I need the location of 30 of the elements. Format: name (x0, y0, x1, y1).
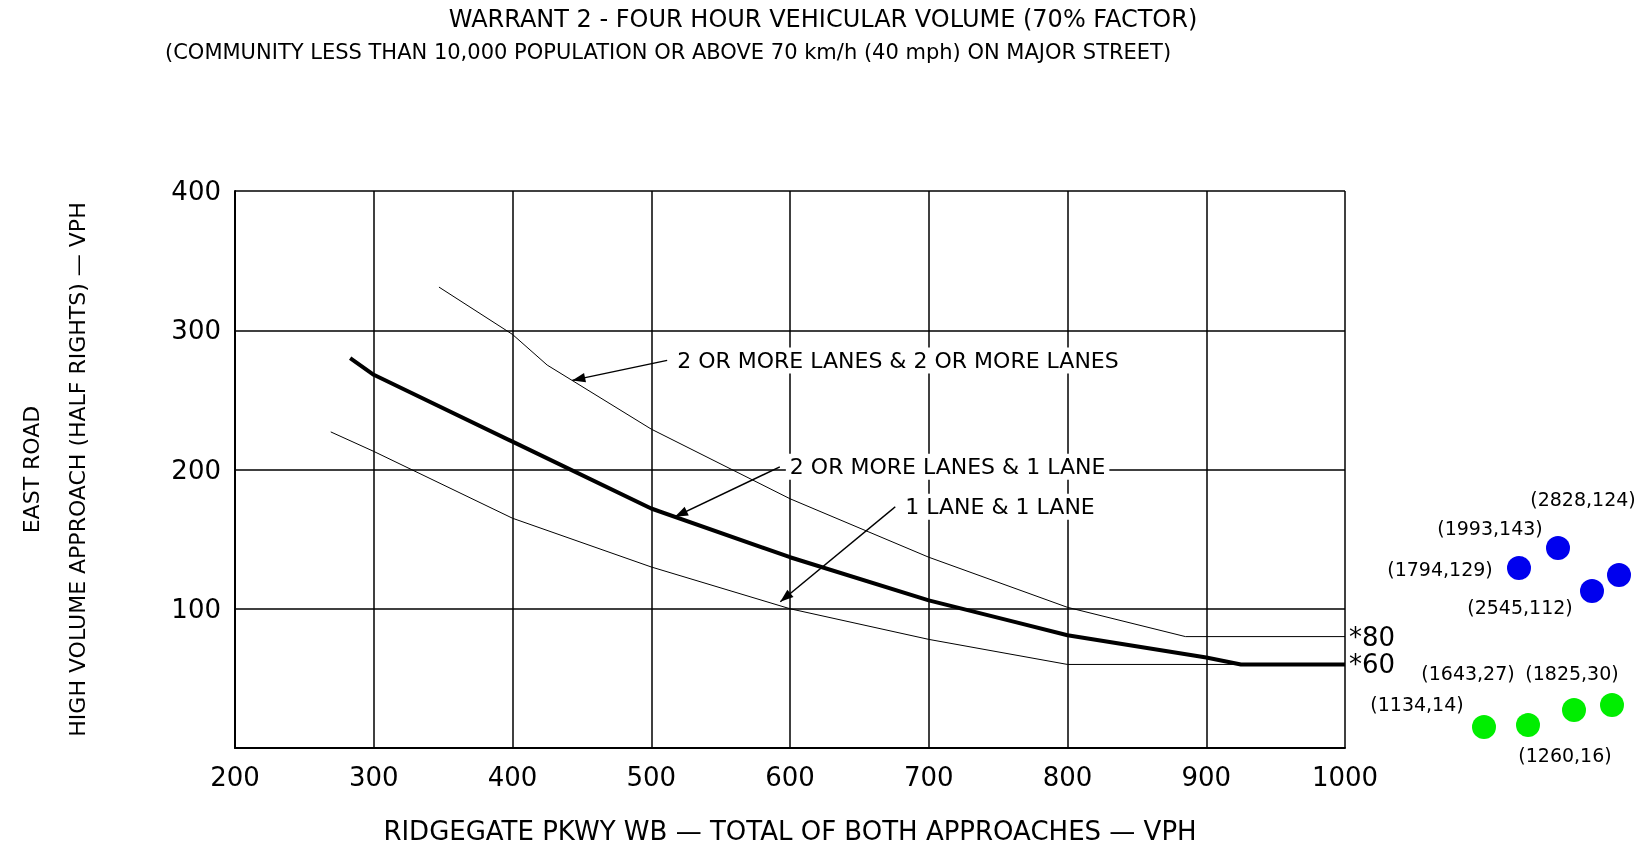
x-tick-label: 200 (210, 762, 260, 792)
x-axis-title: RIDGEGATE PKWY WB — TOTAL OF BOTH APPROACHES — VPH (383, 816, 1197, 846)
annotation: *80 (1349, 621, 1396, 652)
chart-title: WARRANT 2 - FOUR HOUR VEHICULAR VOLUME (70% FACTOR) (448, 5, 1198, 33)
x-tick-label: 600 (765, 762, 815, 792)
annotation: 1 LANE & 1 LANE (905, 494, 1095, 520)
x-tick-label: 800 (1042, 762, 1093, 792)
text: (2828,124) (1530, 488, 1636, 510)
x-tick-label: 900 (1181, 762, 1232, 792)
text: (1825,30) (1525, 662, 1619, 684)
text: (1643,27) (1421, 662, 1515, 684)
x-tick-label: 500 (626, 762, 677, 792)
annotation: 2 OR MORE LANES & 2 OR MORE LANES (677, 347, 1119, 373)
annotation: *60 (1349, 649, 1396, 680)
x-tick-label: 300 (348, 762, 399, 792)
x-tick-label: 400 (487, 762, 538, 792)
y-tick-label: 100 (171, 593, 221, 624)
x-tick-label: 700 (903, 762, 954, 792)
y-tick-label: 200 (171, 454, 221, 485)
text: (2545,112) (1467, 596, 1573, 618)
y-tick-label: 400 (171, 176, 221, 206)
y-tick-label: 300 (171, 315, 221, 346)
y-axis-title: EAST ROAD HIGH VOLUME APPROACH (HALF RIGHTS) — VPH (18, 202, 90, 737)
x-tick-label: 1000 (1311, 762, 1379, 792)
text: (1134,14) (1370, 693, 1464, 715)
text: (1993,143) (1437, 517, 1543, 539)
chart-subtitle: (COMMUNITY LESS THAN 10,000 POPULATION OR ABOVE 70 km/h (40 mph) ON MAJOR STREET) (165, 39, 1172, 64)
text: (1260,16) (1518, 744, 1612, 766)
text: (1794,129) (1387, 558, 1493, 580)
annotation: 2 OR MORE LANES & 1 LANE (789, 454, 1106, 480)
